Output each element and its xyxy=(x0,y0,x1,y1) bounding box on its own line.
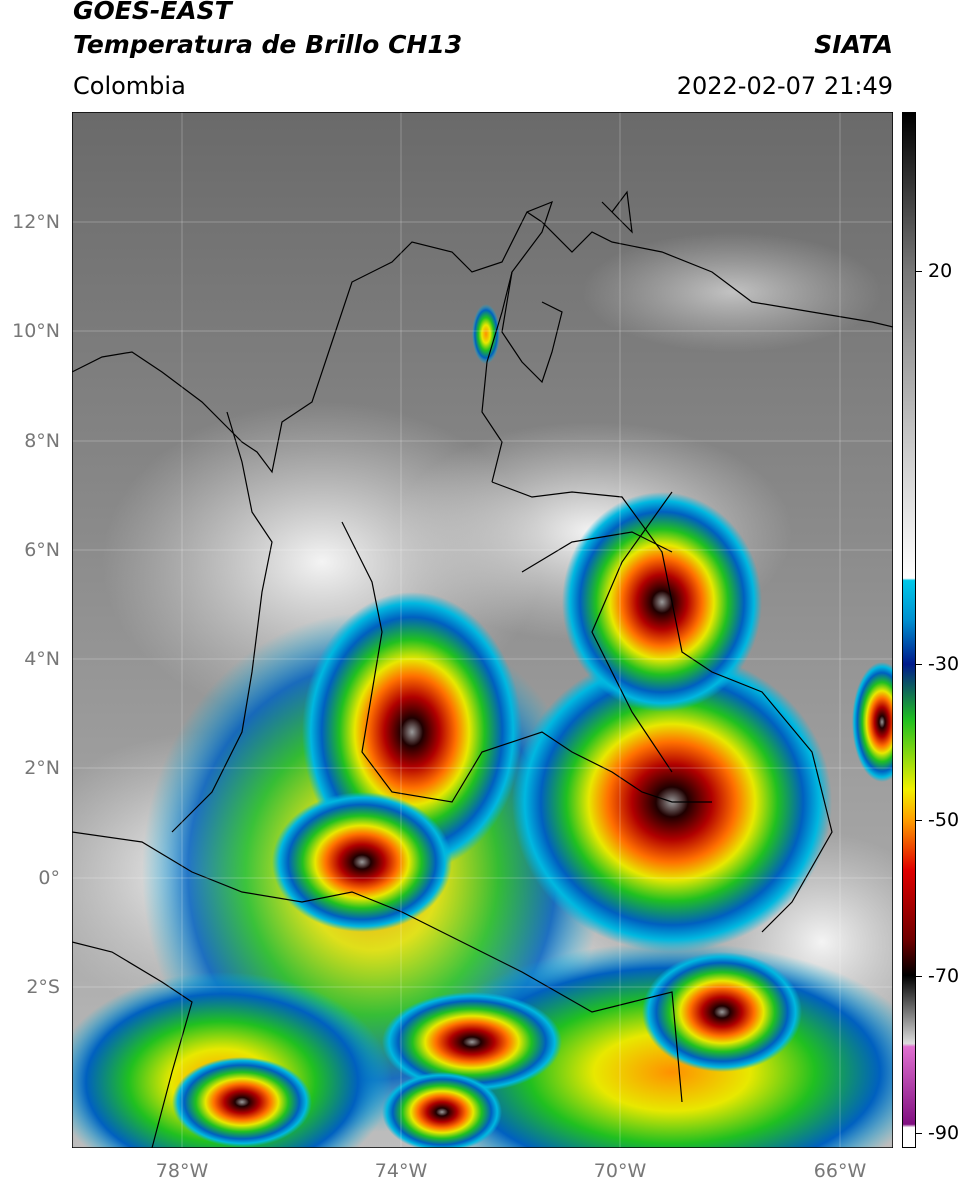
lat-tick: 12°N xyxy=(12,211,60,233)
colorbar-tick-mark xyxy=(916,271,922,272)
colorbar-tick-label: -50 xyxy=(928,809,960,831)
lat-tick: 4°N xyxy=(24,648,60,670)
borders xyxy=(72,190,893,1148)
colorbar-tick-label: 20 xyxy=(928,260,953,282)
region: Colombia xyxy=(73,72,186,100)
source: SIATA xyxy=(814,30,893,59)
lon-tick: 66°W xyxy=(813,1160,867,1182)
lat-tick: 2°S xyxy=(26,976,60,998)
lat-tick: 6°N xyxy=(24,539,60,561)
lon-tick: 74°W xyxy=(374,1160,428,1182)
colorbar-tick-label: -90 xyxy=(928,1122,960,1144)
colorbar xyxy=(902,112,916,1148)
lon-tick: 78°W xyxy=(155,1160,209,1182)
lat-tick: 8°N xyxy=(24,430,60,452)
colorbar-tick-mark xyxy=(916,664,922,665)
datetime: 2022-02-07 21:49 xyxy=(676,72,893,100)
satellite-map xyxy=(72,112,893,1148)
lat-tick: 10°N xyxy=(12,320,60,342)
lon-tick: 70°W xyxy=(593,1160,647,1182)
subtitle: Temperatura de Brillo CH13 xyxy=(73,30,463,59)
lat-tick: 0° xyxy=(38,867,60,889)
title: GOES-EAST xyxy=(73,0,232,25)
colorbar-tick-label: -70 xyxy=(928,965,960,987)
colorbar-tick-label: -30 xyxy=(928,653,960,675)
graticule xyxy=(72,112,893,1148)
colorbar-tick-mark xyxy=(916,1133,922,1134)
colorbar-tick-mark xyxy=(916,976,922,977)
colorbar-tick-mark xyxy=(916,820,922,821)
lat-tick: 2°N xyxy=(24,757,60,779)
